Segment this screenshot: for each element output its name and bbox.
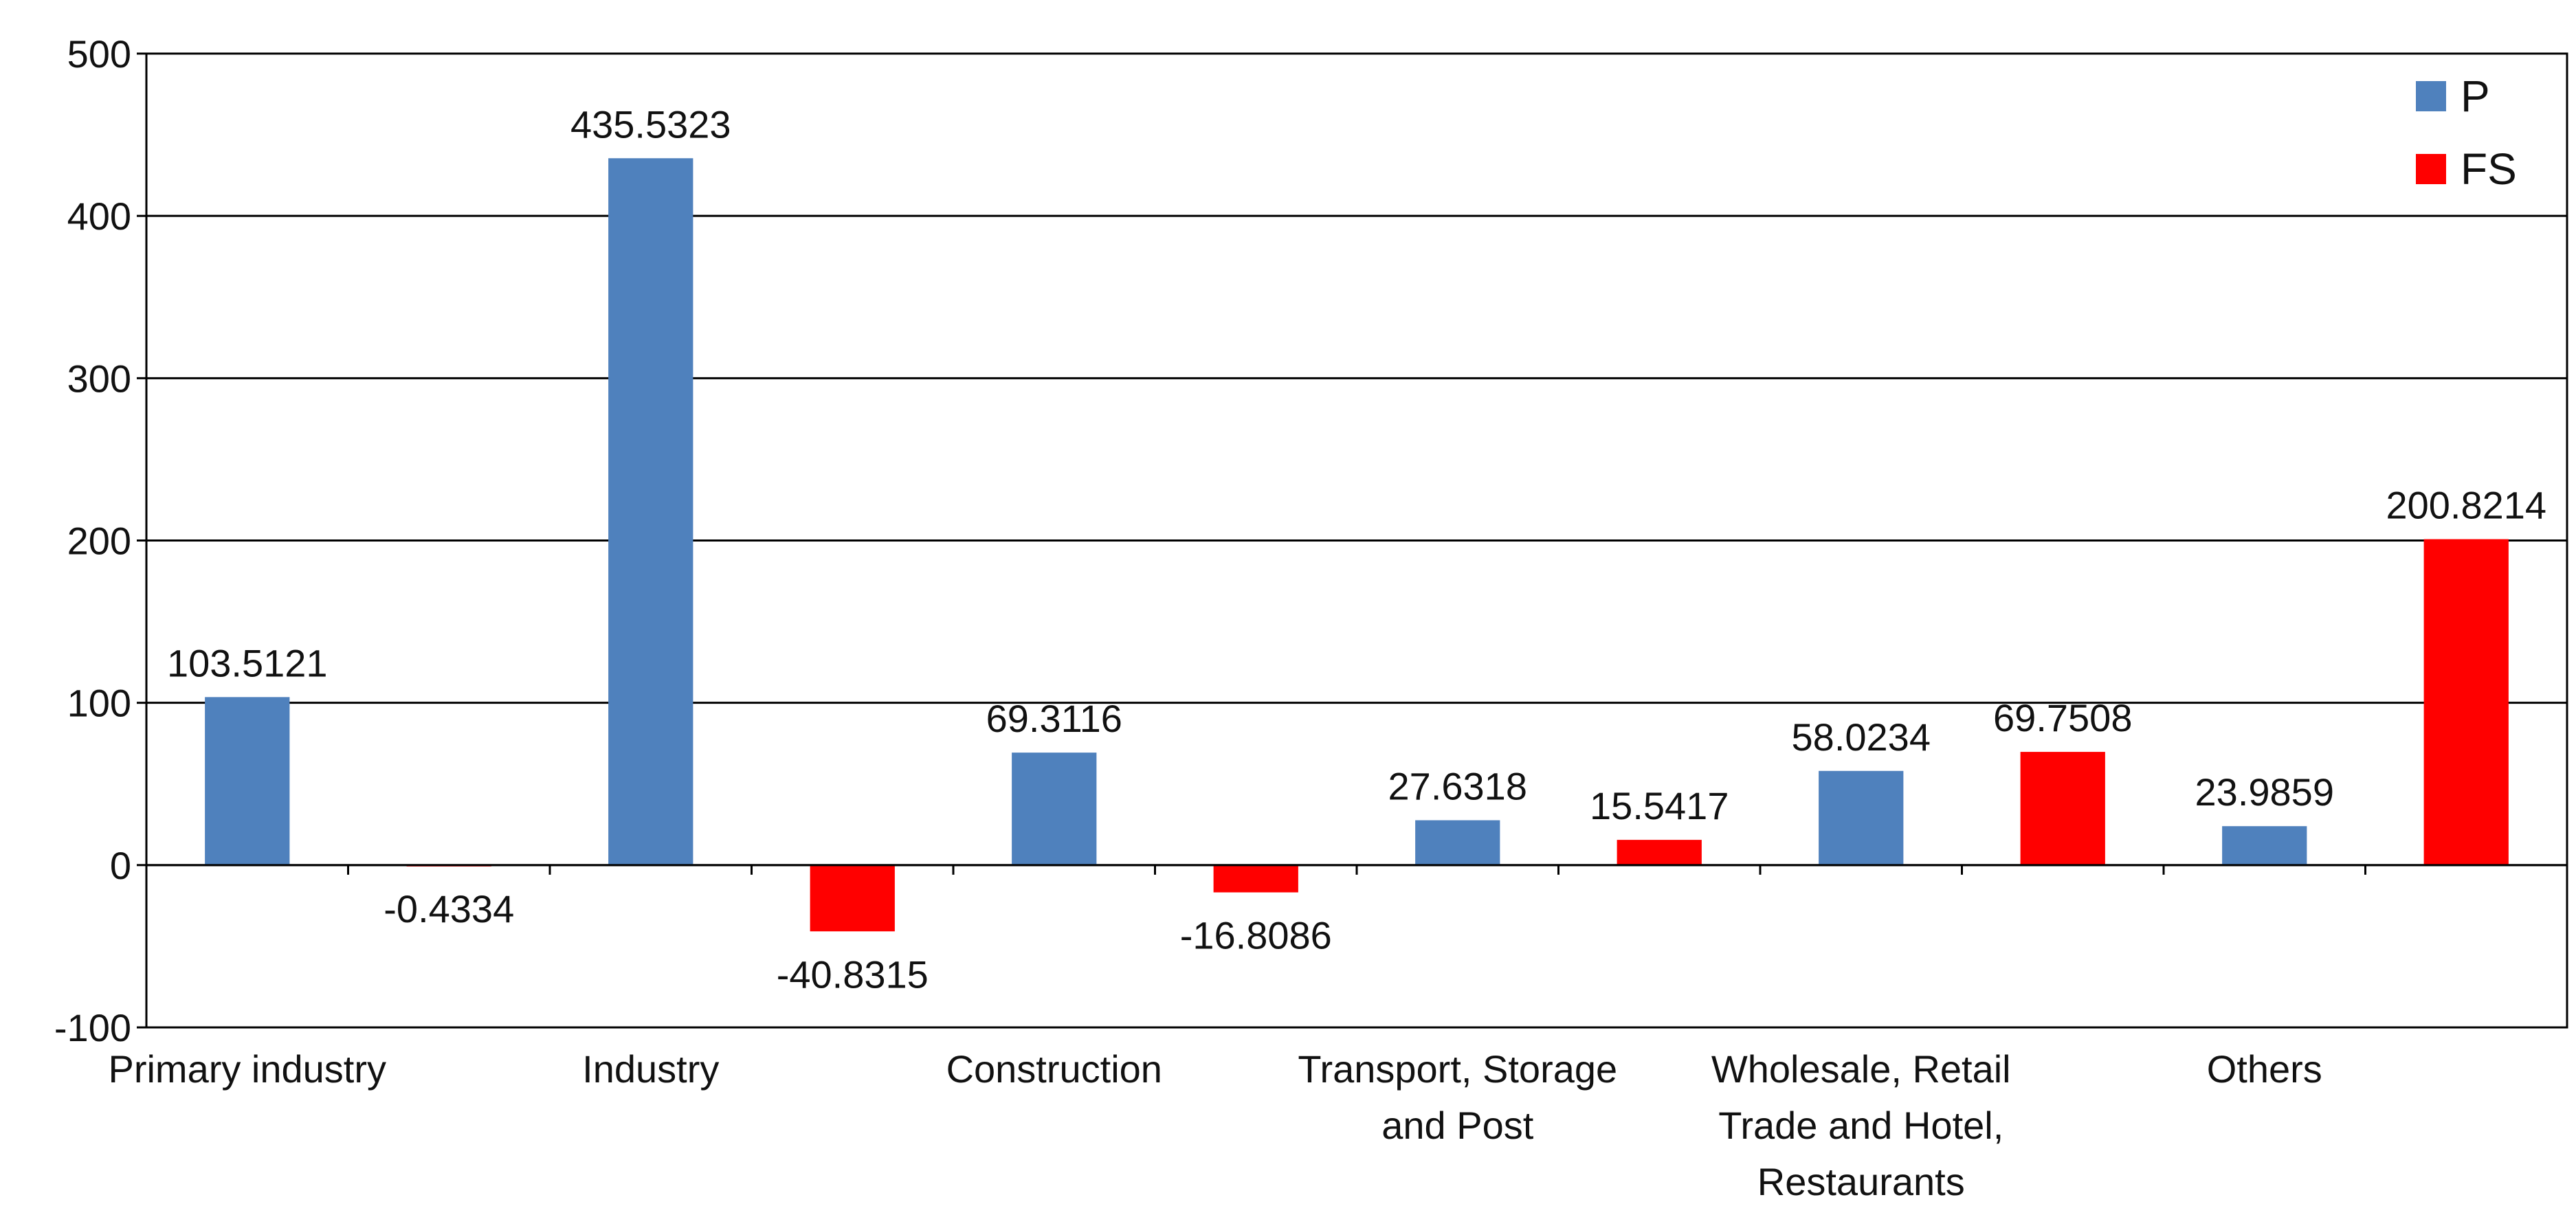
y-tick-label: 300 xyxy=(67,357,131,400)
data-label: 200.8214 xyxy=(2386,484,2546,527)
axes xyxy=(137,52,2568,1029)
bar-p xyxy=(1819,770,1904,865)
bar-fs xyxy=(2423,539,2509,865)
bar-fs xyxy=(2020,752,2105,865)
bar-p xyxy=(205,697,290,865)
plot-area-border xyxy=(145,52,2568,1029)
bar-p xyxy=(2222,826,2307,865)
category-label: Transport, Storage xyxy=(1298,1047,1617,1091)
category-label: Trade and Hotel, xyxy=(1718,1104,2003,1147)
legend-swatch-fs xyxy=(2416,154,2446,184)
bar-p xyxy=(1012,753,1097,865)
y-tick-label: 0 xyxy=(110,844,131,887)
category-label: Construction xyxy=(946,1047,1162,1091)
bar-fs xyxy=(810,865,895,932)
category-label: Others xyxy=(2207,1047,2322,1091)
data-label: 27.6318 xyxy=(1388,765,1527,808)
bars xyxy=(205,158,2509,932)
data-label: 103.5121 xyxy=(167,641,328,684)
legend-label: P xyxy=(2461,71,2490,121)
y-tick-label: 500 xyxy=(67,32,131,76)
y-axis-tick-labels: -100 0 100 200 300 400 500 xyxy=(54,32,131,1049)
y-tick-label: 200 xyxy=(67,520,131,563)
bar-fs xyxy=(1617,840,1702,865)
data-label: 435.5323 xyxy=(570,102,731,146)
data-label: 69.7508 xyxy=(1993,696,2132,739)
y-tick-label: 100 xyxy=(67,682,131,725)
category-label: and Post xyxy=(1381,1104,1533,1147)
legend: P FS xyxy=(2416,71,2517,194)
data-label: 15.5417 xyxy=(1590,784,1729,827)
category-label: Wholesale, Retail xyxy=(1711,1047,2011,1091)
data-label: 58.0234 xyxy=(1792,715,1931,759)
category-label: Industry xyxy=(582,1047,719,1091)
category-labels: Primary industry Industry Construction Tran… xyxy=(108,1047,2322,1203)
y-tick-label: -100 xyxy=(54,1006,131,1049)
legend-swatch-p xyxy=(2416,81,2446,111)
category-label: Restaurants xyxy=(1757,1160,1965,1203)
y-tick-label: 400 xyxy=(67,194,131,238)
category-label: Primary industry xyxy=(108,1047,386,1091)
bar-p xyxy=(1415,820,1500,865)
data-label: -0.4334 xyxy=(384,887,514,930)
data-label: 69.3116 xyxy=(986,697,1122,740)
bar-fs xyxy=(1213,865,1298,893)
data-label: 23.9859 xyxy=(2195,770,2334,814)
legend-label: FS xyxy=(2461,144,2517,194)
data-label: -40.8315 xyxy=(777,952,929,996)
data-label: -16.8086 xyxy=(1180,914,1332,957)
data-labels: 103.5121 -0.4334 435.5323 -40.8315 69.3116 -1… xyxy=(167,102,2546,996)
bar-p xyxy=(608,158,693,865)
